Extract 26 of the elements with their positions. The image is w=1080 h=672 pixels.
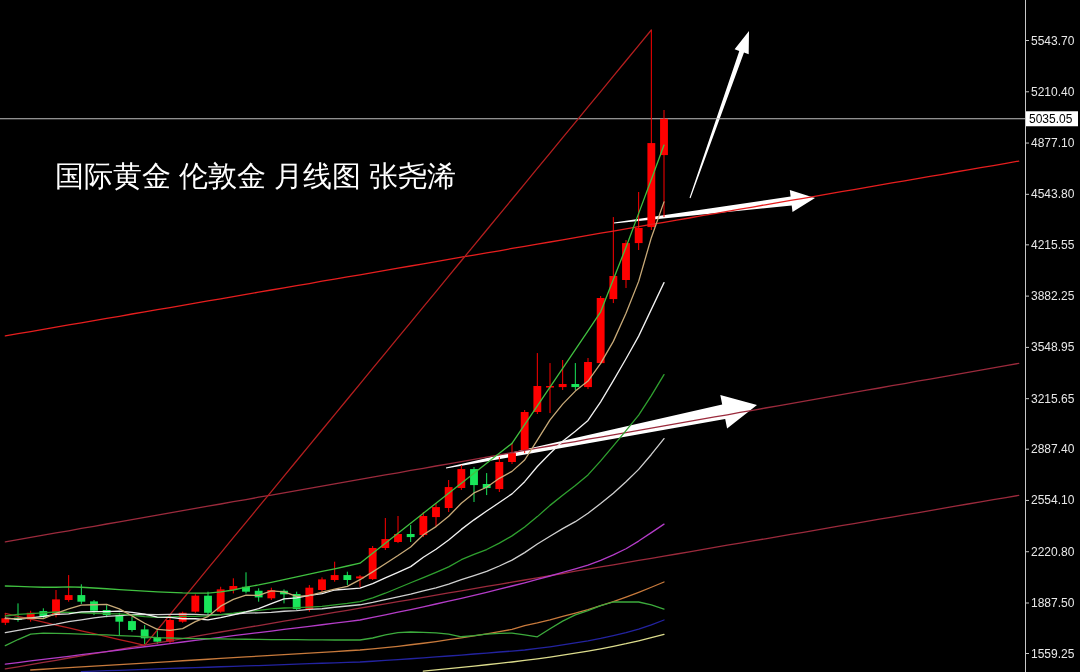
line-series [422, 633, 665, 672]
y-tick-label: 1559.25 [1031, 646, 1075, 661]
y-tick-label: 4543.80 [1031, 187, 1075, 202]
y-tick-label: 1887.50 [1031, 596, 1075, 610]
line-series [80, 619, 665, 672]
line-series [4, 362, 1020, 543]
y-tick-label: 3882.25 [1031, 289, 1075, 304]
line-series [4, 29, 652, 647]
y-tick-label: 2554.10 [1031, 493, 1075, 508]
line-series [4, 601, 665, 647]
y-tick-label: 4877.10 [1031, 136, 1075, 151]
line-series [4, 523, 665, 665]
line-series [30, 581, 665, 671]
y-tick-label: 5210.40 [1031, 84, 1075, 99]
ref-line-label: 5035.05 [1029, 111, 1073, 126]
line-series [4, 494, 1020, 670]
text: 国际黄金 伦敦金 月线图 张尧浠 [55, 160, 457, 192]
price-label: 5035.05 [1026, 111, 1078, 127]
y-tick-label: 5543.70 [1031, 33, 1075, 48]
line-series [4, 160, 1020, 337]
y-tick-label: 3548.95 [1031, 340, 1075, 355]
y-tick-label: 4215.55 [1031, 237, 1075, 252]
y-tick-label: 2220.80 [1031, 544, 1075, 559]
line-series [4, 437, 665, 634]
y-tick-label: 3215.65 [1031, 391, 1075, 406]
y-tick-label: 2887.40 [1031, 442, 1075, 457]
